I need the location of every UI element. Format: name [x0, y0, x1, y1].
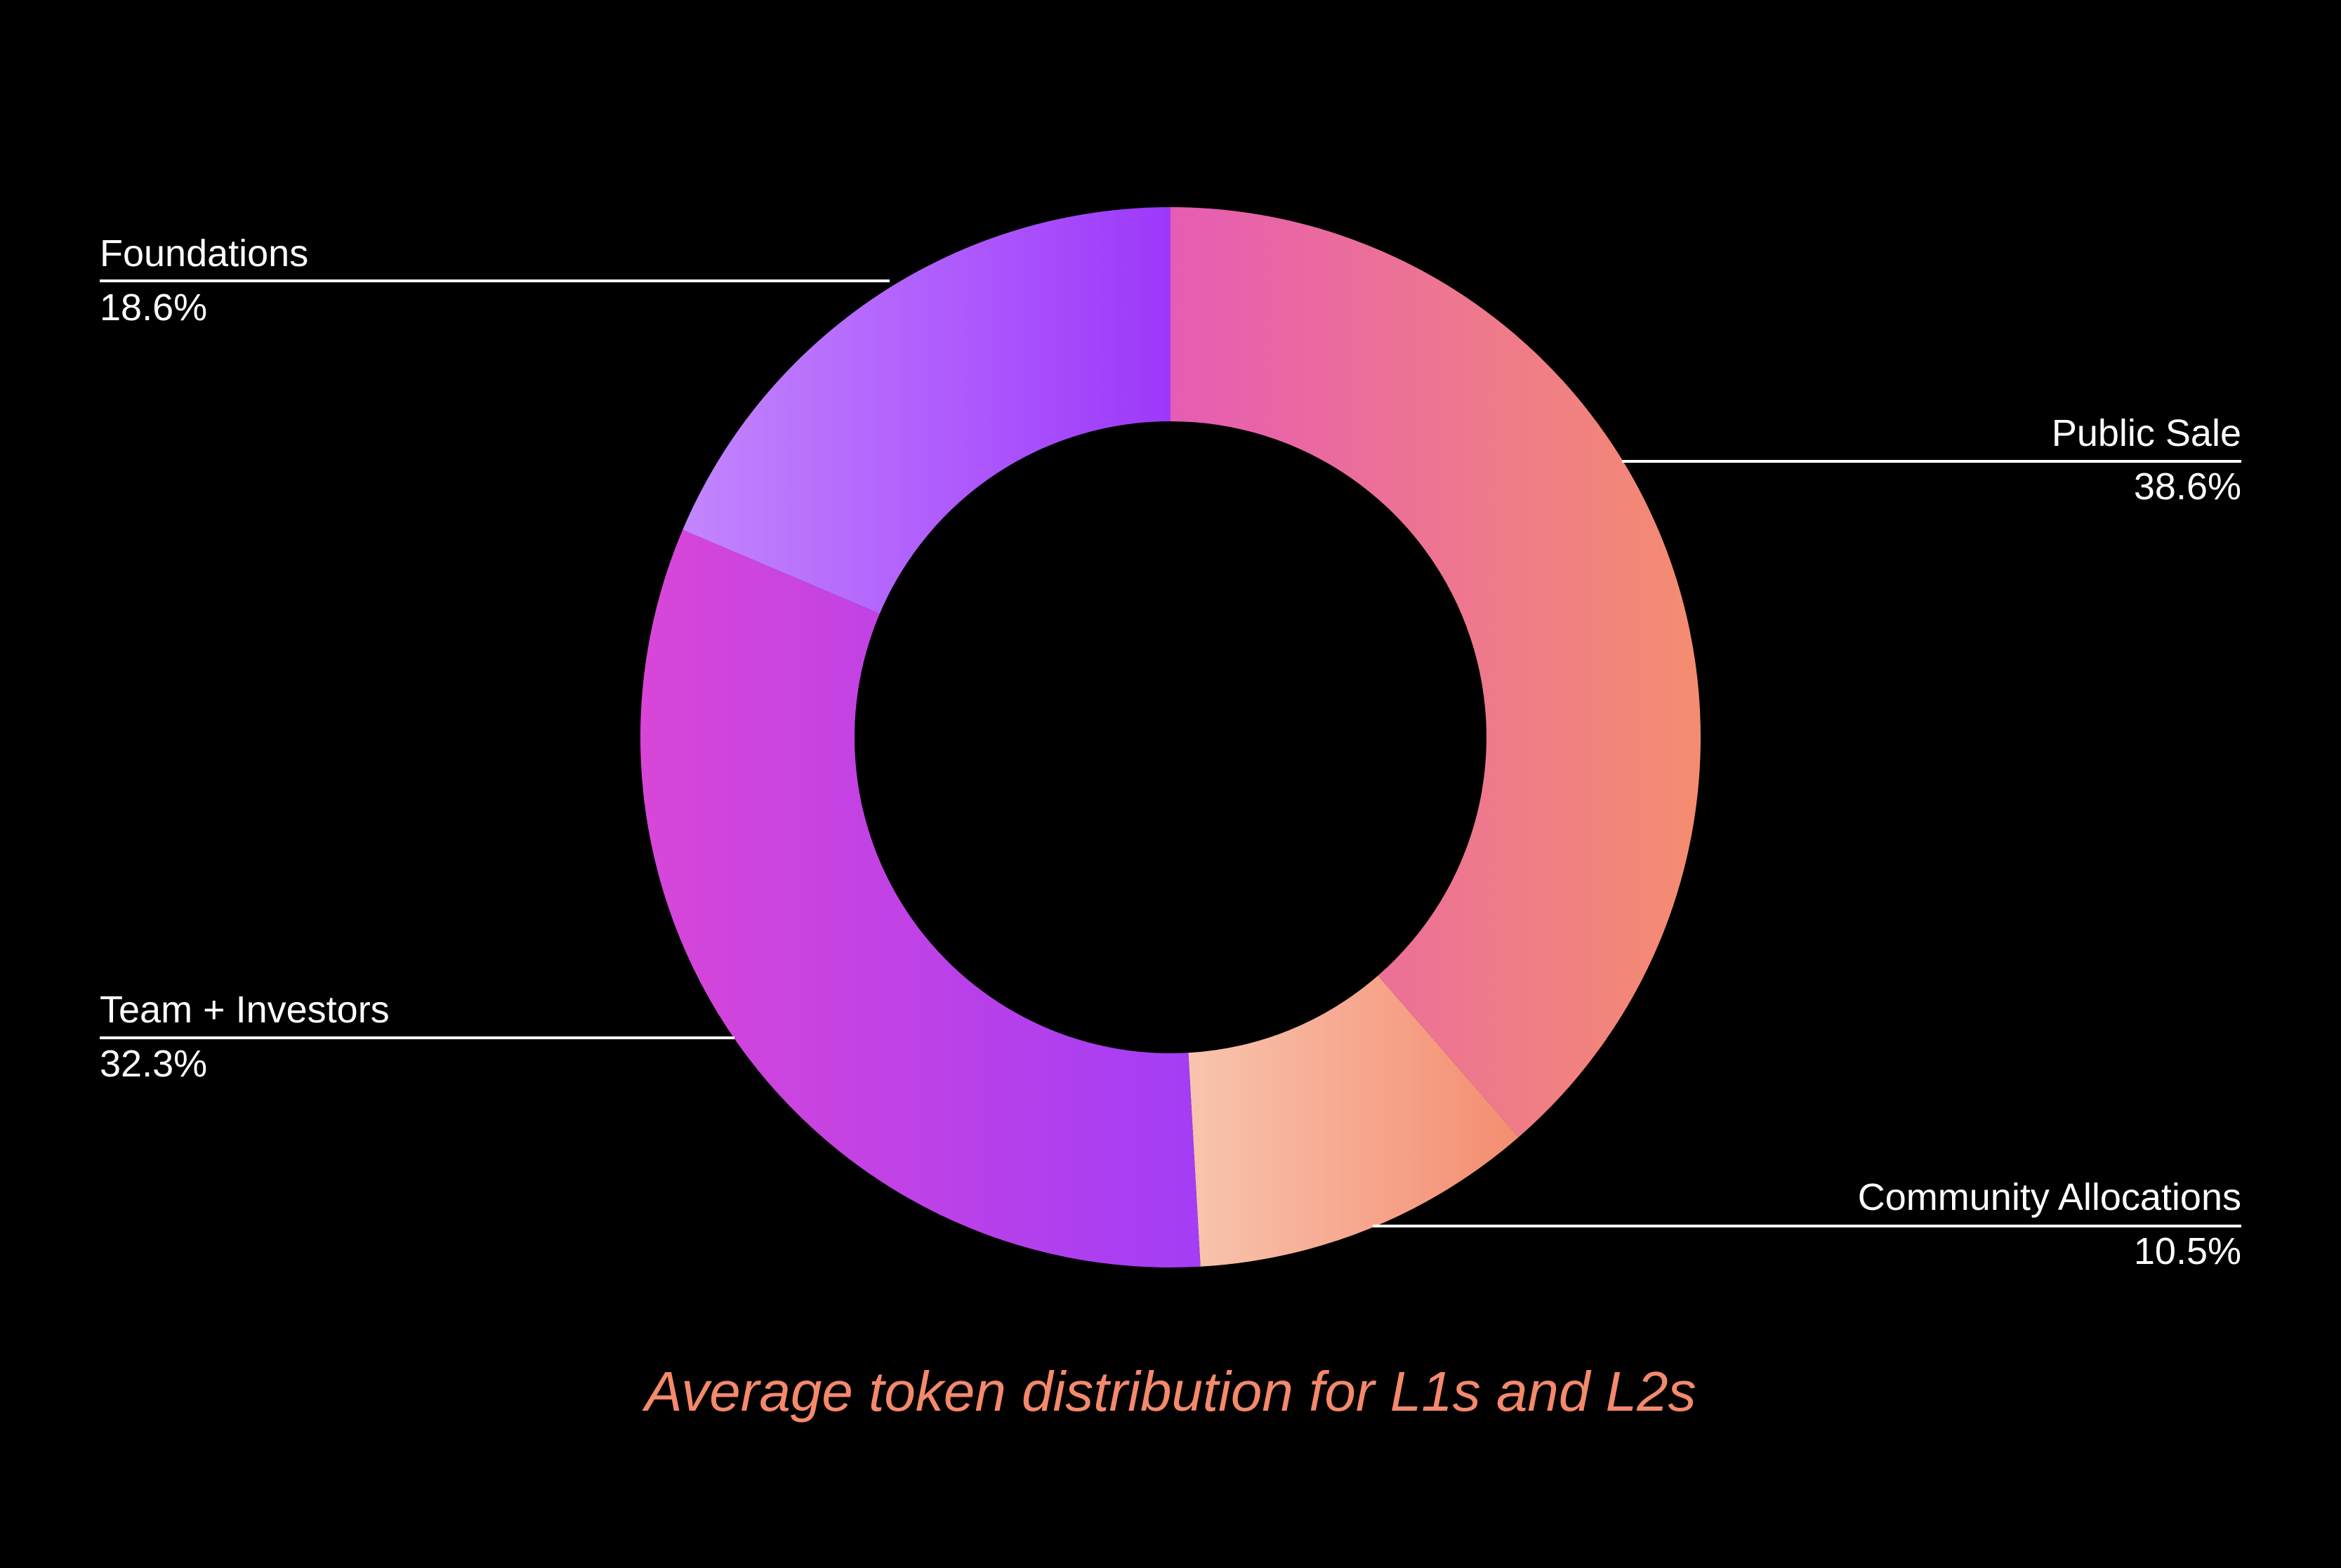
label-team-investors-name: Team + Investors [100, 989, 390, 1031]
label-foundations-value: 18.6% [100, 286, 208, 329]
leader-lines [100, 279, 2241, 1227]
slice-public-sale [1170, 207, 1701, 1138]
label-team-investors-value: 32.3% [100, 1043, 208, 1085]
slice-community-allocations [1188, 975, 1519, 1267]
label-community-allocations-name: Community Allocations [1857, 1176, 2241, 1218]
label-public-sale-name: Public Sale [2051, 412, 2241, 454]
label-community-allocations-value: 10.5% [2133, 1230, 2241, 1272]
chart-title: Average token distribution for L1s and L… [645, 1360, 1696, 1423]
label-public-sale-value: 38.6% [2133, 466, 2241, 508]
slice-foundations [682, 207, 1170, 614]
label-foundations-name: Foundations [100, 232, 309, 275]
slice-team-investors [640, 529, 1201, 1268]
donut-slices [640, 207, 1701, 1268]
